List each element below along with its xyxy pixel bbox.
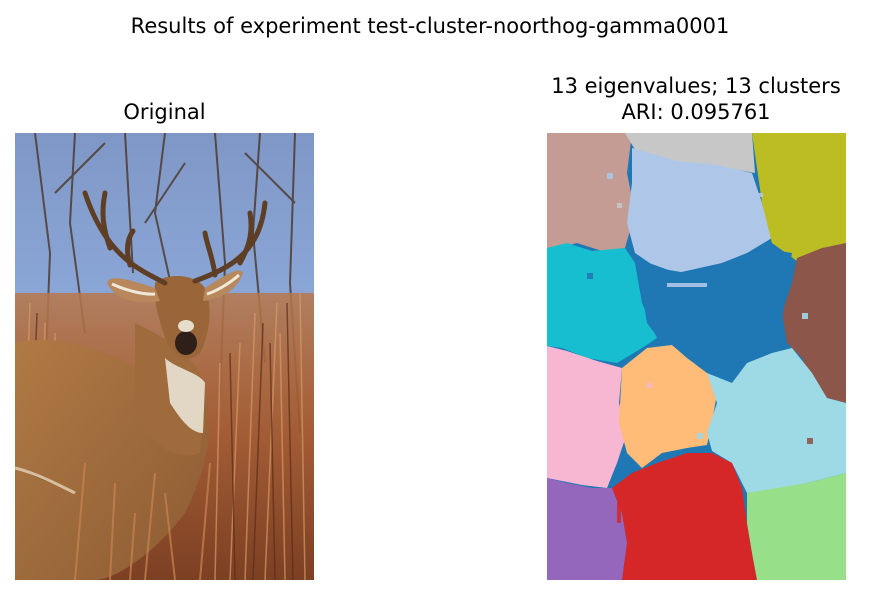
segmentation-title-line2: ARI: 0.095761 [621, 100, 771, 124]
segment-cluster-8 [547, 346, 627, 488]
segmentation-image [547, 133, 846, 580]
segment-cluster-10 [707, 348, 846, 493]
figure-title: Results of experiment test-cluster-noort… [130, 14, 730, 38]
segment-cluster-13 [747, 473, 846, 580]
segment-cluster-4 [752, 133, 846, 261]
original-panel-title: Original [123, 100, 206, 124]
segment-cluster-5 [547, 243, 657, 363]
segment-cluster-2 [625, 133, 755, 173]
segment-cluster-7 [635, 248, 792, 383]
original-image [15, 133, 314, 580]
segment-cluster-11 [547, 478, 627, 580]
segment-cluster-3 [627, 148, 772, 273]
segmentation-panel-title: 13 eigenvalues; 13 clusters ARI: 0.09576… [520, 73, 872, 125]
segment-cluster-9 [619, 345, 717, 468]
segment-cluster-6 [782, 243, 846, 403]
segment-cluster-1 [547, 133, 635, 251]
segment-cluster-12 [612, 453, 757, 580]
segmentation-title-line1: 13 eigenvalues; 13 clusters [551, 74, 841, 98]
